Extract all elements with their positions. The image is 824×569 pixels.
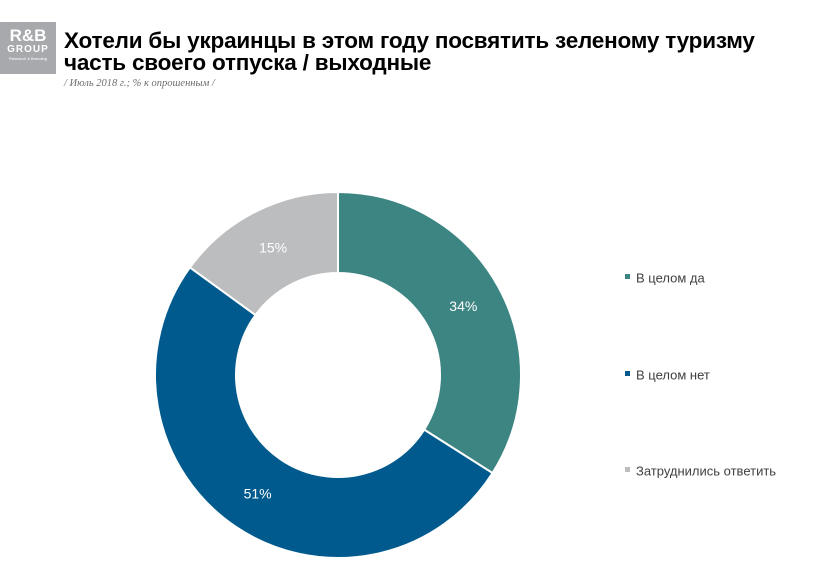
- subtitle: / Июль 2018 г.; % к опрошенным /: [64, 78, 215, 89]
- title-line-2: часть своего отпуска / выходные: [64, 50, 432, 75]
- slice-label-1: 34%: [449, 298, 477, 314]
- donut-slices: [154, 190, 522, 559]
- slice-label-2: 51%: [244, 485, 272, 501]
- logo-tagline: Research & Branding: [8, 56, 48, 61]
- page-title: Хотели бы украинцы в этом году посвятить…: [64, 28, 814, 75]
- legend-swatch-3: [625, 467, 630, 472]
- legend-label-1: В целом да: [636, 270, 705, 285]
- legend-label-3: Затруднились ответить: [636, 463, 776, 478]
- donut-slice-labels: 34% 51% 15%: [244, 240, 478, 502]
- donut-slice-1: [337, 190, 522, 475]
- donut-slice-3: [188, 190, 339, 317]
- logo-sub: GROUP: [7, 44, 49, 55]
- legend-swatch-1: [625, 274, 630, 279]
- title-line-1: Хотели бы украинцы в этом году посвятить…: [64, 28, 755, 53]
- legend-swatch-2: [625, 371, 630, 376]
- legend: В целом да В целом нет Затруднились ответи…: [625, 270, 776, 478]
- logo: R&B GROUP Research & Branding: [0, 22, 56, 74]
- donut-slice-2: [154, 266, 494, 559]
- logo-main: R&B: [9, 26, 47, 45]
- legend-label-2: В целом нет: [636, 367, 710, 382]
- slice-label-3: 15%: [259, 240, 287, 256]
